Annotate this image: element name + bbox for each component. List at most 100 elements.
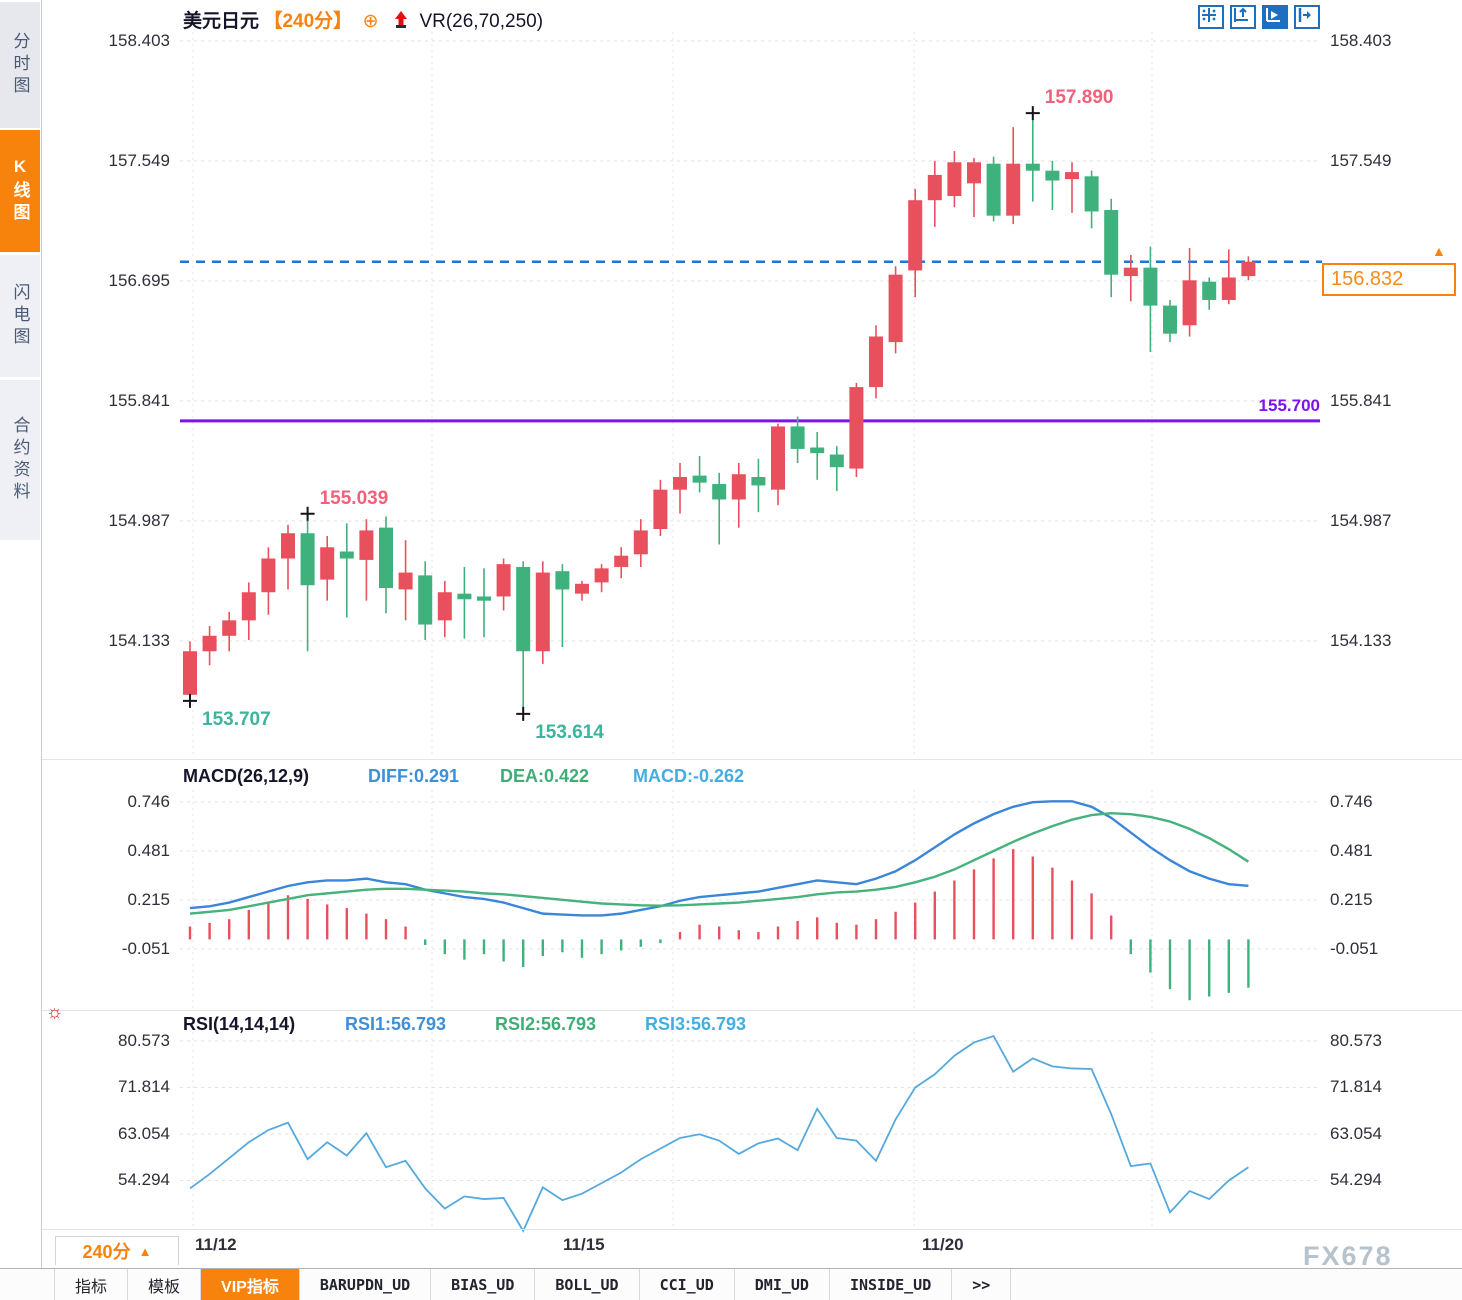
rsi1-value: RSI1:56.793 <box>345 1014 447 1034</box>
diff-line <box>189 800 1249 917</box>
macd-header-name: MACD(26,12,9) <box>183 766 310 786</box>
candle <box>849 387 864 469</box>
swing-high-label: 157.890 <box>1044 87 1114 109</box>
y-axis-label: 63.054 <box>1330 1123 1382 1143</box>
candle <box>692 475 707 483</box>
up-arrow-icon <box>393 11 409 31</box>
candle <box>751 477 766 486</box>
candle <box>339 551 354 559</box>
y-axis-label: 63.054 <box>118 1123 170 1143</box>
bottom-tab-[interactable]: >> <box>952 1269 1012 1300</box>
bottom-tab-cciud[interactable]: CCI_UD <box>640 1269 735 1300</box>
candle <box>477 596 491 601</box>
dea-line <box>189 812 1250 915</box>
tab-bar-spacer <box>0 1269 55 1300</box>
y-axis-label: 157.549 <box>1330 151 1392 170</box>
macd-diff-value: DIFF:0.291 <box>368 766 460 786</box>
y-axis-label: 155.841 <box>1330 391 1392 410</box>
candle <box>359 530 374 560</box>
macd-value: MACD:-0.262 <box>633 766 745 786</box>
candle <box>986 163 1001 216</box>
panel-divider <box>42 759 1462 760</box>
rsi3-value: RSI3:56.793 <box>645 1014 747 1034</box>
candle <box>771 426 785 490</box>
candle <box>1084 176 1099 212</box>
y-axis-label: 54.294 <box>118 1170 170 1190</box>
crosshair-tool-button[interactable] <box>1198 5 1224 29</box>
chevron-up-icon: ▲ <box>138 1243 152 1259</box>
swing-low-label: 153.707 <box>202 708 271 730</box>
candle <box>888 274 903 343</box>
y-axis-label: 80.573 <box>118 1031 170 1050</box>
y-axis-label: 154.987 <box>1330 511 1392 530</box>
y-axis-label: 80.573 <box>1330 1031 1382 1050</box>
add-indicator-icon[interactable]: ⊕ <box>362 11 379 32</box>
candle <box>398 572 413 590</box>
y-axis-label: 0.481 <box>127 840 170 860</box>
bottom-tab-vip[interactable]: VIP指标 <box>201 1269 300 1300</box>
y-axis-label: 0.746 <box>1330 792 1373 811</box>
y-axis-label: -0.051 <box>1330 938 1379 958</box>
y-axis-label: 0.215 <box>127 889 170 909</box>
sidebar-tab-lightning[interactable]: 闪电图 <box>0 255 40 379</box>
candle <box>379 527 393 589</box>
candle <box>1202 281 1217 300</box>
candle <box>202 635 217 652</box>
candle <box>1045 170 1060 181</box>
panel-divider <box>42 1229 1462 1230</box>
candle <box>320 547 335 580</box>
y-axis-label: 155.841 <box>108 391 170 410</box>
candlestick-series[interactable] <box>183 113 1256 714</box>
bottom-tab-insideud[interactable]: INSIDE_UD <box>830 1269 953 1300</box>
swing-cross-marker <box>300 506 315 521</box>
candle <box>535 572 550 652</box>
bottom-tab-barupdnud[interactable]: BARUPDN_UD <box>300 1269 432 1300</box>
axis-scale-icon <box>1234 7 1248 22</box>
sidebar-tab-kline[interactable]: K线图 <box>0 130 40 254</box>
watermark: FX678 <box>1303 1241 1393 1271</box>
candle <box>437 592 452 621</box>
period-selector[interactable]: 240分 ▲ <box>55 1236 179 1265</box>
indicator-tab-bar: 指标 模板 VIP指标 BARUPDN_UD BIAS_UD BOLL_UD CCI_UD D… <box>0 1268 1462 1300</box>
candle <box>1006 163 1021 216</box>
candle <box>673 477 687 490</box>
x-axis-date: 11/12 <box>195 1235 237 1254</box>
bottom-tab-[interactable]: 指标 <box>55 1269 129 1300</box>
candle <box>1143 267 1158 306</box>
y-axis-label: 0.215 <box>1330 889 1373 909</box>
current-price-value: 156.832 <box>1331 268 1404 290</box>
bottom-tab-[interactable]: 模板 <box>128 1269 202 1300</box>
x-axis-date: 11/15 <box>563 1235 605 1254</box>
y-axis-label: 158.403 <box>1330 31 1392 50</box>
shift-axis-tool-button[interactable] <box>1294 5 1320 29</box>
candle <box>1221 277 1236 300</box>
candle <box>241 592 256 621</box>
bottom-tab-bollud[interactable]: BOLL_UD <box>535 1269 640 1300</box>
candle <box>633 530 648 555</box>
y-axis-label: 157.549 <box>108 151 170 170</box>
current-price-box: 156.832 <box>1322 263 1456 296</box>
period-label: 【240分】 <box>263 11 353 32</box>
rsi-settings-icon[interactable]: ☼ <box>46 1002 64 1023</box>
candle <box>790 426 805 449</box>
sidebar-tab-timeline[interactable]: 分时图 <box>0 2 40 130</box>
sidebar-tab-label: 闪电图 <box>10 283 30 349</box>
y-axis-label: 0.481 <box>1330 840 1373 860</box>
y-axis-label: 71.814 <box>118 1077 170 1097</box>
candle <box>829 454 844 468</box>
candle <box>1123 267 1138 277</box>
candle <box>222 620 237 636</box>
sidebar-tab-contract-info[interactable]: 合约资料 <box>0 380 40 542</box>
bottom-tab-biasud[interactable]: BIAS_UD <box>431 1269 536 1300</box>
axis-play-icon <box>1266 8 1280 22</box>
candle <box>281 533 295 559</box>
axis-scale-tool-button[interactable] <box>1230 5 1256 29</box>
symbol-title: 美元日元 <box>183 11 260 32</box>
y-axis-label: 158.403 <box>108 31 170 50</box>
candle <box>457 593 472 600</box>
swing-cross-marker <box>183 693 197 708</box>
bottom-tab-dmiud[interactable]: DMI_UD <box>735 1269 830 1300</box>
candle <box>1065 172 1079 180</box>
auto-scale-tool-button[interactable] <box>1262 5 1288 29</box>
